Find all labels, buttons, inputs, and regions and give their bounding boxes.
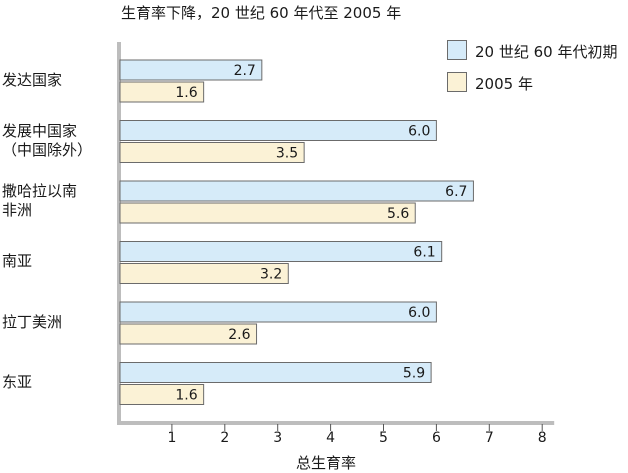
bar-value-label-series-2-2: 3.5 — [276, 146, 298, 162]
legend-swatch-series-2 — [447, 72, 467, 92]
chart-title: 生育率下降，20 世纪 60 年代至 2005 年 — [121, 4, 402, 22]
bar-series-1-2 — [119, 120, 437, 141]
bar-value-label-series-1-2: 6.0 — [408, 124, 430, 140]
category-label-3: 撒哈拉以南 非洲 — [2, 182, 77, 220]
bar-series-2-4 — [119, 263, 289, 284]
bar-value-label-series-1-3: 6.7 — [445, 184, 467, 200]
x-tick-label: 3 — [273, 430, 282, 446]
bar-series-2-2 — [119, 142, 305, 163]
bar-series-2-6 — [119, 384, 205, 405]
legend-label-series-1: 20 世纪 60 年代初期 — [475, 43, 618, 61]
x-tick-label: 4 — [326, 430, 335, 446]
bar-series-1-3 — [119, 180, 474, 202]
bar-value-label-series-2-6: 1.6 — [175, 388, 197, 404]
category-label-5: 拉丁美洲 — [2, 313, 62, 332]
category-label-line: （中国除外） — [2, 140, 93, 159]
category-label-line: 东亚 — [2, 373, 33, 391]
bar-value-label-series-1-1: 2.7 — [234, 63, 256, 79]
bar-series-1-1 — [119, 59, 263, 81]
category-label-line: 发达国家 — [2, 70, 63, 89]
bar-series-2-1 — [119, 81, 205, 103]
x-tick-label: 6 — [432, 430, 441, 446]
bar-series-1-6 — [119, 362, 432, 383]
category-label-2: 发展中国家 （中国除外） — [2, 122, 92, 160]
bar-series-2-5 — [119, 323, 258, 345]
bar-value-label-series-2-5: 2.6 — [228, 327, 250, 343]
x-tick-label: 5 — [379, 430, 388, 446]
category-label-6: 东亚 — [2, 373, 32, 392]
bar-value-label-series-2-1: 1.6 — [175, 85, 197, 101]
category-label-line: 发展中国家 — [2, 121, 78, 140]
category-label-1: 发达国家 — [2, 71, 62, 90]
x-tick-label: 1 — [167, 430, 176, 446]
bar-value-label-series-1-5: 6.0 — [408, 305, 430, 321]
category-label-line: 撒哈拉以南 — [2, 182, 78, 200]
legend-swatch-series-1 — [447, 40, 467, 60]
category-label-line: 拉丁美洲 — [2, 312, 63, 331]
category-label-line: 南亚 — [2, 252, 33, 270]
bar-value-label-series-2-3: 5.6 — [387, 206, 409, 222]
bar-value-label-series-2-4: 3.2 — [260, 267, 282, 283]
bar-value-label-series-1-6: 5.9 — [403, 366, 425, 382]
category-label-line: 非洲 — [2, 201, 33, 219]
bar-value-label-series-1-4: 6.1 — [413, 245, 435, 261]
category-label-4: 南亚 — [2, 252, 32, 271]
bar-series-1-4 — [119, 241, 443, 262]
x-tick-label: 2 — [220, 430, 229, 446]
bar-series-1-5 — [119, 301, 437, 323]
legend-label-series-2: 2005 年 — [475, 75, 533, 93]
x-tick-label: 7 — [485, 430, 494, 446]
x-tick-label: 8 — [538, 430, 547, 446]
x-axis-label: 总生育率 — [296, 454, 357, 472]
bar-series-2-3 — [119, 202, 416, 224]
